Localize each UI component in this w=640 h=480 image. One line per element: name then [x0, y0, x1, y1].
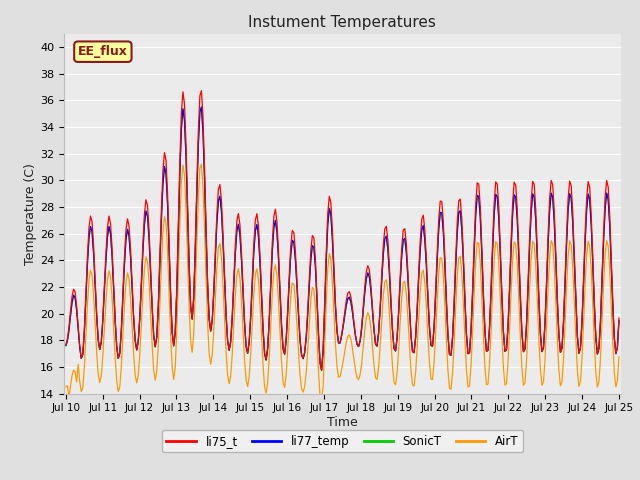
X-axis label: Time: Time [327, 416, 358, 429]
Title: Instument Temperatures: Instument Temperatures [248, 15, 436, 30]
Legend: li75_t, li77_temp, SonicT, AirT: li75_t, li77_temp, SonicT, AirT [162, 430, 523, 453]
Y-axis label: Temperature (C): Temperature (C) [24, 163, 37, 264]
Text: EE_flux: EE_flux [78, 45, 128, 58]
